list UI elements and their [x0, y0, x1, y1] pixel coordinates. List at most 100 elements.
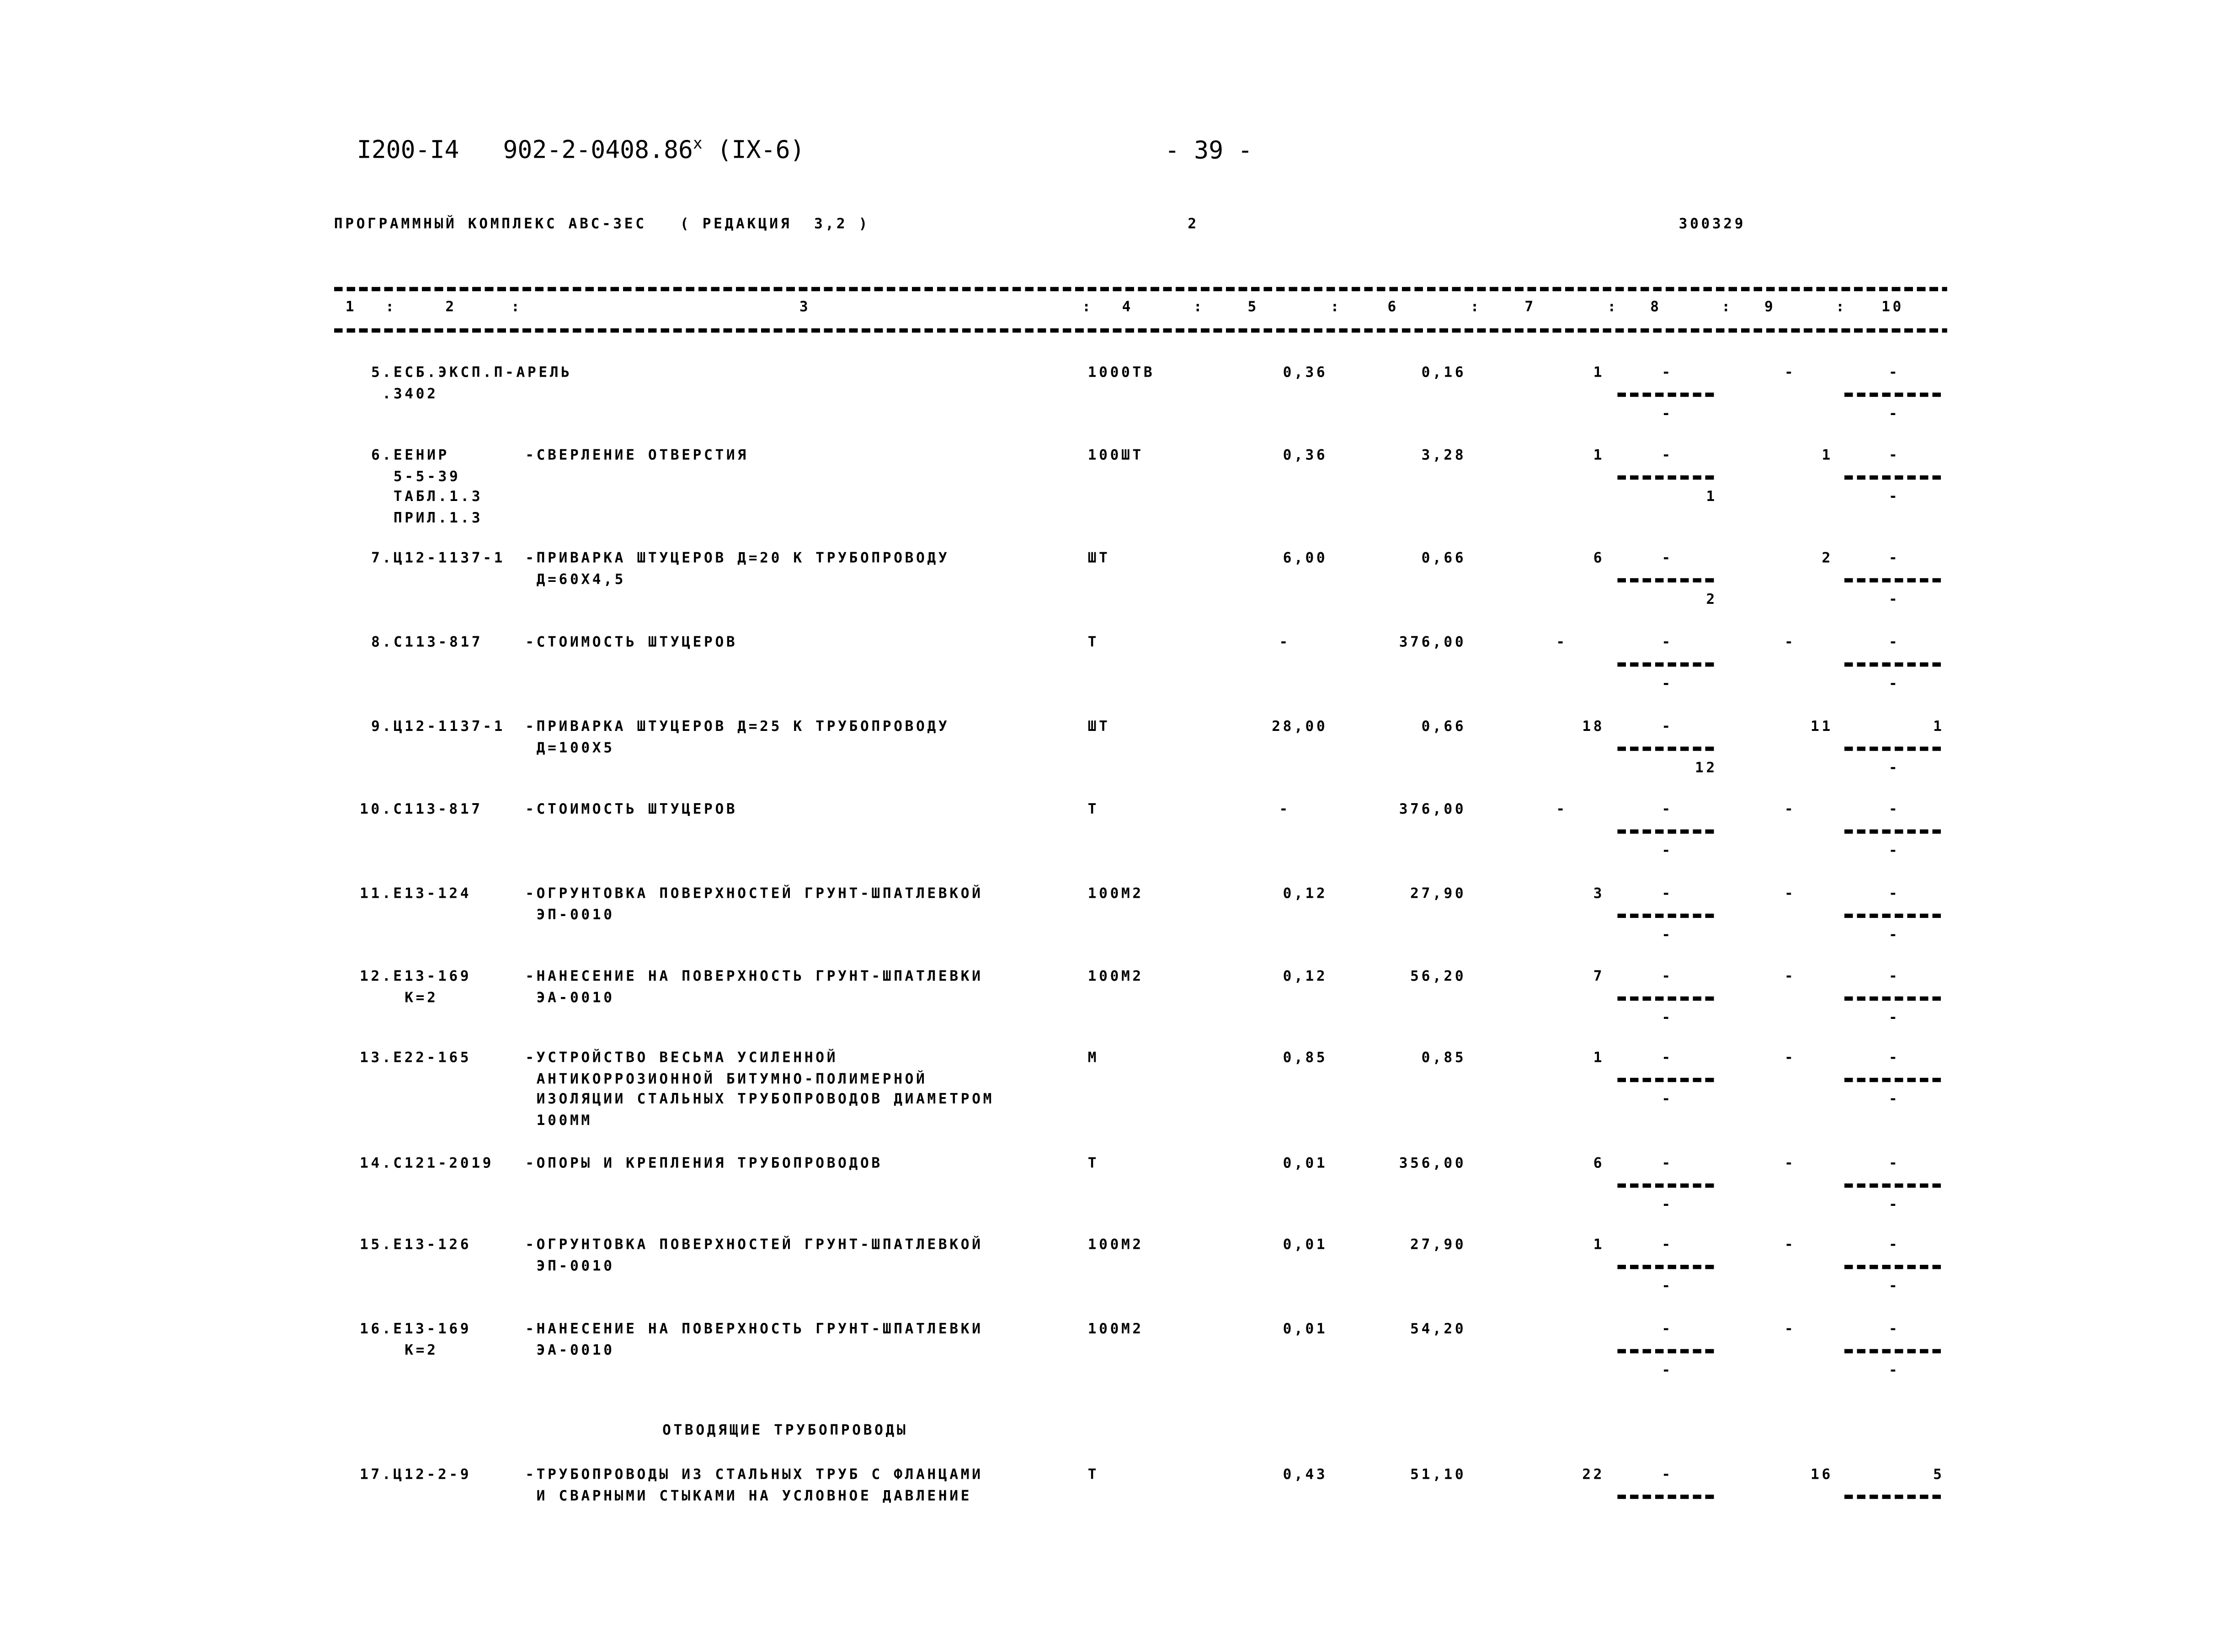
row-col8-bottom: -: [1662, 927, 1673, 944]
doc-part: (IX-6): [717, 136, 805, 165]
row-description: -НАНЕСЕНИЕ НА ПОВЕРХНОСТЬ ГРУНТ-ШПАТЛЕВК…: [525, 1322, 983, 1338]
row-col8-top: -: [1662, 1156, 1673, 1172]
row-col10-top: -: [1888, 448, 1900, 464]
column-separator: :: [1193, 299, 1205, 316]
row-col8-bottom: -: [1662, 1011, 1673, 1027]
row-unit: 100ШТ: [1087, 448, 1144, 464]
row-col7: -: [1556, 802, 1567, 818]
row-code: 10.С113-817: [359, 802, 483, 818]
row-unit-price: 376,00: [1399, 802, 1466, 818]
row-code: 7.Ц12-1137-1: [371, 551, 506, 567]
row-col8-top: -: [1662, 635, 1673, 651]
row-unit-price: 27,90: [1410, 1237, 1466, 1253]
row-unit-price: 56,20: [1410, 969, 1466, 985]
column-header-5: 5: [1247, 299, 1259, 316]
column-header-9: 9: [1764, 299, 1776, 316]
row-col10-rule: [1844, 578, 1945, 583]
row-unit-price: 3,28: [1421, 448, 1466, 464]
row-code: 12.Е13-169: [359, 969, 472, 985]
column-separator: :: [1836, 299, 1847, 316]
row-col8-top: -: [1662, 551, 1673, 567]
row-col10-bottom: -: [1888, 843, 1900, 860]
row-description: -ОПОРЫ И КРЕПЛЕНИЯ ТРУБОПРОВОДОВ: [525, 1156, 883, 1172]
row-col8-bottom: -: [1662, 1092, 1673, 1108]
row-col9: -: [1784, 635, 1796, 651]
row-col8-top: -: [1662, 969, 1673, 985]
row-code: К=2: [371, 1343, 438, 1359]
row-col10-top: -: [1888, 551, 1900, 567]
row-unit: М: [1087, 1050, 1099, 1066]
row-col9: 16: [1811, 1467, 1833, 1483]
row-col10-top: -: [1888, 969, 1900, 985]
column-header-10: 10: [1881, 299, 1904, 316]
row-quantity: 0,12: [1283, 969, 1328, 985]
doc-code: I200-I4: [357, 136, 459, 165]
program-title: ПРОГРАММНЫЙ КОМПЛЕКС АВС-3ЕС ( РЕДАКЦИЯ …: [334, 217, 870, 233]
row-col8-bottom: 2: [1706, 592, 1717, 608]
row-quantity: 0,01: [1283, 1156, 1328, 1172]
row-quantity: 28,00: [1272, 719, 1328, 735]
row-col8-top: -: [1662, 1237, 1673, 1253]
row-col8-rule: [1617, 1349, 1717, 1354]
column-separator: :: [1721, 299, 1733, 316]
row-description: -ОГРУНТОВКА ПОВЕРХНОСТЕЙ ГРУНТ-ШПАТЛЕВКО…: [525, 886, 983, 902]
row-col8-top: -: [1662, 1050, 1673, 1066]
row-col8-top: -: [1662, 1467, 1673, 1483]
row-code: 8.С113-817: [371, 635, 483, 651]
row-col10-bottom: -: [1888, 1279, 1900, 1295]
row-col8-bottom: -: [1662, 407, 1673, 423]
row-col8-bottom: -: [1662, 1198, 1673, 1214]
column-header-7: 7: [1524, 299, 1536, 316]
row-col8-top: -: [1662, 886, 1673, 902]
row-col8-bottom: -: [1662, 1279, 1673, 1295]
row-col10-top: -: [1888, 635, 1900, 651]
row-col10-top: -: [1888, 886, 1900, 902]
row-unit: 100М2: [1087, 886, 1144, 902]
row-col10-bottom: -: [1888, 490, 1900, 506]
row-col10-rule: [1844, 829, 1945, 834]
row-col10-bottom: -: [1888, 1092, 1900, 1108]
row-col9: -: [1784, 969, 1796, 985]
doc-number: 902-2-0408.86: [503, 136, 693, 165]
row-col7: 18: [1582, 719, 1605, 735]
row-col10-rule: [1844, 662, 1945, 667]
row-quantity: 0,01: [1283, 1237, 1328, 1253]
row-col7: 22: [1582, 1467, 1605, 1483]
page-number: - 39 -: [1165, 137, 1253, 166]
row-code: 6.ЕЕНИР: [371, 448, 449, 464]
row-code: ПРИЛ.1.3: [371, 510, 483, 526]
column-separator: :: [1330, 299, 1342, 316]
row-quantity: 0,12: [1283, 886, 1328, 902]
row-description: -СТОИМОСТЬ ШТУЦЕРОВ: [525, 802, 738, 818]
row-col9: -: [1784, 1050, 1796, 1066]
row-col8-top: -: [1662, 719, 1673, 735]
row-unit: 100М2: [1087, 1322, 1144, 1338]
row-unit-price: 0,66: [1421, 719, 1466, 735]
row-code: 11.Е13-124: [359, 886, 472, 902]
row-quantity: -: [1279, 635, 1290, 651]
row-description: ЭА-0010: [525, 1343, 615, 1359]
row-col8-bottom: 12: [1695, 761, 1717, 777]
row-col7: 6: [1593, 1156, 1605, 1172]
row-description: -ПРИВАРКА ШТУЦЕРОВ Д=25 К ТРУБОПРОВОДУ: [525, 719, 950, 735]
row-code: 15.Е13-126: [359, 1237, 472, 1253]
row-col7: 1: [1593, 365, 1605, 381]
row-col8-rule: [1617, 1077, 1717, 1082]
row-col7: 1: [1593, 1050, 1605, 1066]
row-code: 5.ЕСБ.ЭКСП.П-АРЕЛЬ: [371, 365, 572, 381]
row-col9: 11: [1811, 719, 1833, 735]
row-col9: 1: [1822, 448, 1833, 464]
row-col9: -: [1784, 886, 1796, 902]
row-code: 9.Ц12-1137-1: [371, 719, 506, 735]
row-col10-bottom: -: [1888, 1363, 1900, 1379]
document-code-header: I200-I4 902-2-0408.86x (IX-6): [357, 134, 805, 165]
row-col10-bottom: -: [1888, 592, 1900, 608]
column-separator: :: [1470, 299, 1482, 316]
row-description: -УСТРОЙСТВО ВЕСЬМА УСИЛЕННОЙ: [525, 1050, 838, 1066]
row-unit-price: 27,90: [1410, 886, 1466, 902]
row-quantity: 0,36: [1283, 365, 1328, 381]
row-col10-rule: [1844, 1183, 1945, 1188]
row-unit-price: 0,16: [1421, 365, 1466, 381]
row-col10-rule: [1844, 913, 1945, 918]
